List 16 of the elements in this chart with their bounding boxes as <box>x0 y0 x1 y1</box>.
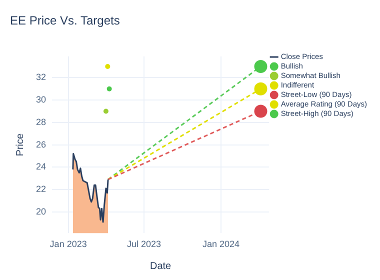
y-tick-label: 20 <box>36 206 46 216</box>
x-tick-label: Jan 2023 <box>50 239 87 250</box>
y-tick-label: 22 <box>36 184 46 194</box>
x-tick-label: Jan 2024 <box>202 239 240 250</box>
y-axis-title: Price <box>14 132 26 156</box>
y-tick-label: 30 <box>36 94 46 105</box>
point <box>103 108 108 114</box>
y-tick-label: 26 <box>36 139 46 150</box>
point <box>105 64 110 69</box>
y-tick-label: 28 <box>36 116 46 127</box>
point <box>106 86 112 92</box>
chart-title: EE Price Vs. Targets <box>10 14 120 28</box>
x-axis-title: Date <box>150 260 172 272</box>
y-tick-label: 24 <box>36 162 46 172</box>
x-tick-label: Jul 2023 <box>127 239 162 250</box>
y-tick-label: 32 <box>36 72 46 82</box>
